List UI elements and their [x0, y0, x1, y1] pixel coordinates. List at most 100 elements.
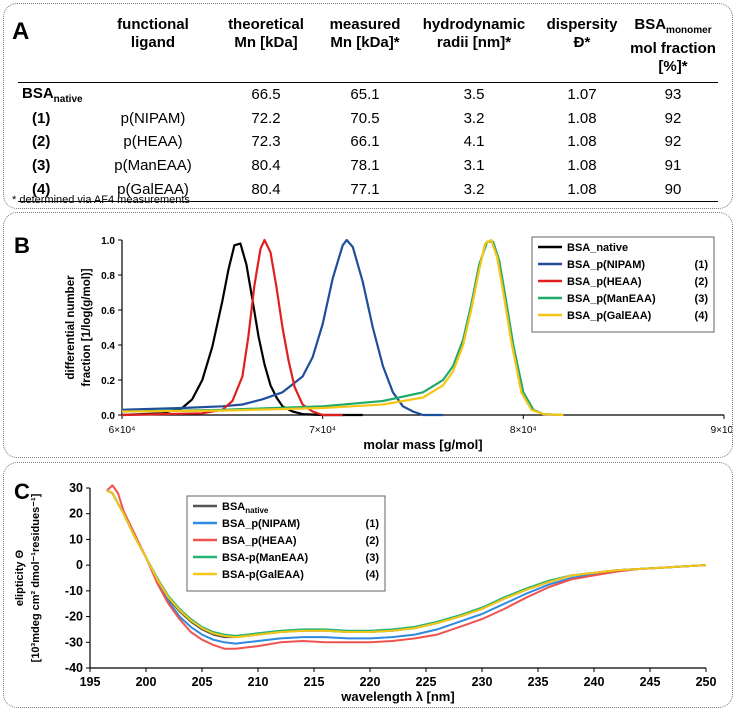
panel-label-a: A — [12, 18, 30, 45]
series-line-0 — [121, 242, 363, 417]
cell-ligand: p(NIPAM) — [120, 109, 186, 127]
x-tick-label: 200 — [136, 675, 157, 689]
series-line-1 — [106, 489, 707, 645]
y-tick-label: 0.0 — [101, 411, 115, 422]
series-line-2 — [121, 238, 343, 417]
cell-radii: 3.5 — [463, 86, 485, 104]
header-ligand: functional ligand — [117, 16, 189, 51]
cell-fraction: 91 — [664, 157, 682, 175]
x-tick-label: 230 — [472, 675, 493, 689]
cell-measured: 65.1 — [350, 86, 380, 104]
legend-label-1: BSA_p(NIPAM) — [567, 259, 645, 271]
series-line-4 — [106, 489, 707, 639]
y-tick-label: -10 — [65, 584, 83, 598]
legend-label-2: BSA_p(HEAA) — [567, 276, 642, 288]
cell-ligand: p(HEAA) — [123, 133, 183, 151]
panel-label: C — [14, 479, 30, 504]
header-monomer-fraction: BSAmonomer mol fraction [%]* — [630, 16, 716, 75]
table-row: (4) p(GalEAA) 80.4 77.1 3.2 1.08 90 — [18, 177, 718, 202]
row-label: (1) — [32, 109, 51, 127]
molar-mass-chart: B 0.0 0.2 0.4 0.6 0.8 1.0 6×10⁴ 7×10⁴ 8×10⁴ 9×10⁴ m… — [14, 233, 736, 452]
cell-ligand: p(ManEAA) — [114, 157, 192, 175]
table-header-row: functional ligand theoretical Mn [kDa] mea… — [18, 12, 718, 83]
x-tick-label: 195 — [80, 675, 101, 689]
cell-measured: 77.1 — [350, 180, 380, 198]
legend-label-3: BSA_p(ManEAA) — [567, 293, 656, 305]
y-tick-label: 1.0 — [101, 236, 115, 247]
series-line-3 — [121, 240, 564, 417]
row-label: (3) — [32, 157, 51, 175]
cell-theoretical: 72.2 — [251, 109, 281, 127]
cell-fraction: 93 — [664, 86, 682, 104]
x-tick-label: 235 — [528, 675, 549, 689]
x-tick-label: 7×10⁴ — [309, 425, 336, 436]
legend-label-2: BSA_p(HEAA) — [222, 535, 297, 547]
series-line-2 — [106, 484, 707, 650]
legend-tag-3: (3) — [366, 552, 380, 564]
legend-tag-4: (4) — [695, 310, 709, 322]
row-label: (2) — [32, 133, 51, 151]
x-axis-label: molar mass [g/mol] — [363, 437, 482, 452]
legend-tag-1: (1) — [366, 518, 380, 530]
row-label: BSAnative — [22, 84, 83, 105]
y-axis-label-line1: differential number — [65, 275, 77, 380]
legend-box — [531, 236, 715, 333]
legend-label-3: BSA-p(ManEAA) — [222, 552, 308, 564]
x-axis-label: wavelength λ [nm] — [340, 689, 454, 704]
x-tick-label: 205 — [192, 675, 213, 689]
cell-dispersity: 1.08 — [567, 157, 597, 175]
header-radii: hydrodynamic radii [nm]* — [422, 16, 526, 51]
y-tick-label: 0.6 — [101, 306, 115, 317]
x-tick-label: 6×10⁴ — [109, 425, 136, 436]
y-tick-label: 0.8 — [101, 271, 115, 282]
legend-label-4: BSA-p(GalEAA) — [222, 569, 304, 581]
cell-theoretical: 66.5 — [251, 86, 281, 104]
table-row: (1) p(NIPAM) 72.2 70.5 3.2 1.08 92 — [18, 107, 718, 131]
cell-theoretical: 72.3 — [251, 133, 281, 151]
y-tick-label: 30 — [69, 481, 83, 495]
y-tick-label: 0 — [76, 558, 83, 572]
y-tick-label: 0.4 — [101, 341, 115, 352]
x-tick-label: 210 — [248, 675, 269, 689]
table-row: (3) p(ManEAA) 80.4 78.1 3.1 1.08 91 — [18, 154, 718, 178]
properties-table: functional ligand theoretical Mn [kDa] mea… — [18, 12, 718, 202]
cell-theoretical: 80.4 — [251, 157, 281, 175]
cell-dispersity: 1.08 — [567, 109, 597, 127]
cell-measured: 78.1 — [350, 157, 380, 175]
cell-dispersity: 1.08 — [567, 133, 597, 151]
x-tick-label: 215 — [304, 675, 325, 689]
x-tick-label: 9×10⁴ — [711, 425, 732, 436]
y-axis-label-line2: [10³mdeg cm² dmol⁻¹residues⁻¹] — [30, 493, 42, 662]
legend-tag-2: (2) — [695, 276, 709, 288]
panel-label: B — [14, 233, 30, 258]
cell-dispersity: 1.08 — [567, 180, 597, 198]
row-label: (4) — [32, 180, 51, 198]
y-axis-label-line1: elipticity Θ — [14, 549, 26, 606]
cell-radii: 3.2 — [463, 109, 485, 127]
header-dispersity: dispersity Đ* — [546, 16, 618, 51]
x-tick-label: 225 — [416, 675, 437, 689]
legend-box — [186, 495, 386, 592]
series-line-4 — [121, 238, 564, 417]
cell-dispersity: 1.07 — [567, 86, 597, 104]
y-tick-label: 0.2 — [101, 376, 115, 387]
table-footnote: * determined via AF4 measurements — [12, 194, 190, 206]
y-tick-label: 10 — [69, 532, 83, 546]
x-tick-label: 220 — [360, 675, 381, 689]
x-tick-label: 8×10⁴ — [510, 425, 537, 436]
legend-label-0: BSAnative — [222, 501, 269, 515]
cell-theoretical: 80.4 — [251, 180, 281, 198]
y-tick-label: 20 — [69, 507, 83, 521]
legend-label-0: BSA_native — [567, 242, 628, 254]
panel-c-chart: C -40 -30 -20 -10 0 10 20 30 195 200 205 210 215 220 22… — [3, 462, 733, 708]
table-row: (2) p(HEAA) 72.3 66.1 4.1 1.08 92 — [18, 130, 718, 154]
y-axis-label-line2: fraction [1/log(g/mol)] — [81, 268, 93, 386]
cell-measured: 70.5 — [350, 109, 380, 127]
legend-tag-4: (4) — [366, 569, 380, 581]
legend-tag-2: (2) — [366, 535, 380, 547]
cell-fraction: 92 — [664, 109, 682, 127]
header-measured: measured Mn [kDa]* — [329, 16, 401, 51]
legend-label-4: BSA_p(GalEAA) — [567, 310, 652, 322]
cell-radii: 3.1 — [463, 157, 485, 175]
panel-a-table: A functional ligand theoretical Mn [kDa] m… — [3, 3, 733, 209]
